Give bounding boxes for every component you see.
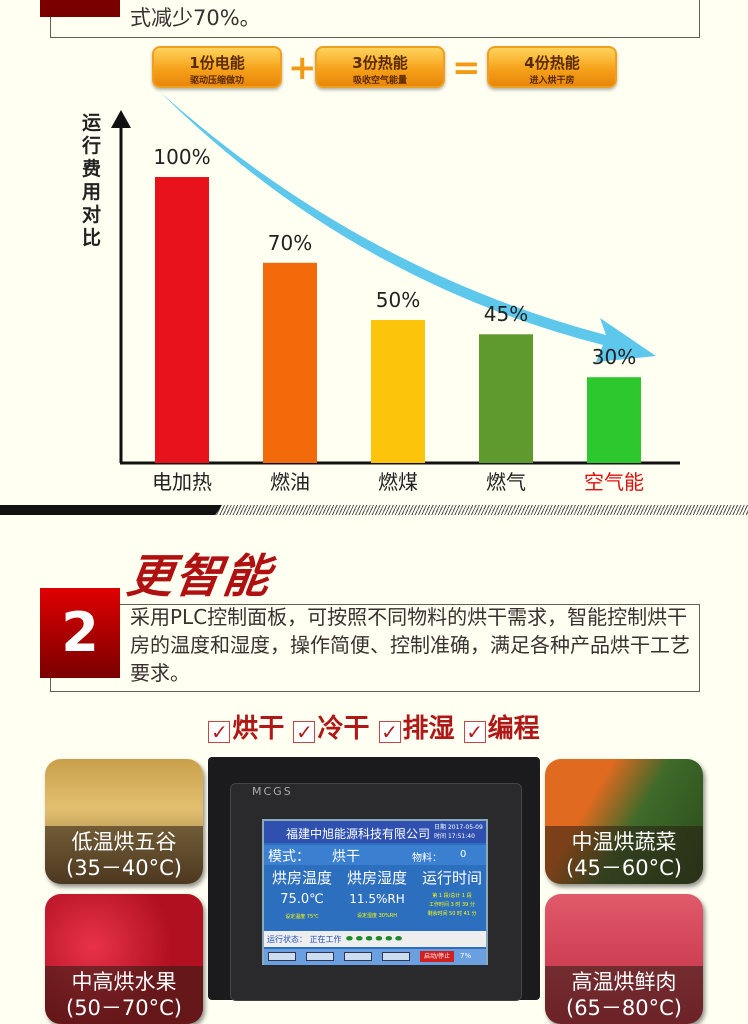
hmi-percent: 7% [460, 952, 472, 960]
category-label: 空气能 [584, 470, 644, 494]
check-icon: ✓ [378, 721, 401, 743]
intro-text: 式减少70%。 [130, 6, 261, 30]
bar-4 [587, 377, 641, 463]
chart-svg [111, 92, 680, 465]
section-divider [0, 505, 748, 515]
formula-sub: 吸收空气能量 [352, 76, 407, 86]
category-label: 电加热 [152, 470, 212, 494]
photo-meat: 高温烘鲜肉 (65－80°C) [545, 894, 703, 1024]
section-number-badge: 2 [40, 588, 120, 678]
hmi-temp: 烘房温度 75.0℃ 设定温度 75℃ [271, 869, 332, 920]
formula-electric: 1份电能驱动压缩做功 [152, 46, 282, 88]
check-icon: ✓ [293, 721, 316, 743]
bar-1 [263, 262, 317, 463]
bar-value-label: 70% [267, 230, 313, 255]
photo-label: 低温烘五谷 [71, 830, 177, 854]
photo-temp-range: (65－80°C) [566, 996, 682, 1020]
intro-number-badge [40, 0, 120, 17]
formula-sub: 进入烘干房 [529, 76, 575, 86]
photo-temp-range: (45－60°C) [566, 856, 682, 880]
intro-box [50, 0, 700, 38]
formula-title: 4份热能 [524, 54, 580, 72]
trend-arrow [160, 92, 656, 362]
formula-heat-output: 4份热能进入烘干房 [487, 46, 617, 88]
start-stop-button[interactable]: 启动/停止 [420, 951, 454, 962]
hmi-humidity: 烘房湿度 11.5%RH 设定湿度 30%RH [346, 869, 407, 919]
section2-description: 采用PLC控制面板，可按照不同物料的烘干需求，智能控制烘干房的温度和湿度，操作简… [130, 605, 690, 685]
photo-fruit: 中高烘水果 (50－70°C) [45, 894, 203, 1024]
photo-grains: 低温烘五谷 (35－40°C) [45, 759, 203, 884]
hmi-datetime: 日期 2017-05-09 时间 17:51:40 [434, 824, 483, 840]
bar-value-label: 45% [483, 302, 529, 327]
photo-label: 高温烘鲜肉 [571, 970, 677, 994]
brand-logo: MCGS [252, 785, 293, 798]
photo-temp-range: (50－70°C) [66, 996, 182, 1020]
hmi-button[interactable] [306, 952, 334, 961]
formula-title: 1份电能 [189, 54, 245, 72]
hmi-button[interactable] [344, 952, 372, 961]
formula-sub: 驱动压缩做功 [189, 76, 244, 86]
bar-value-label: 30% [591, 345, 637, 370]
bar-value-label: 50% [375, 288, 421, 312]
bar-value-label: 100% [153, 145, 211, 169]
photo-vegetables: 中温烘蔬菜 (45－60°C) [545, 759, 703, 884]
photo-label: 中高烘水果 [71, 970, 177, 994]
chart-y-label: 运行费用对比 [82, 112, 102, 249]
hmi-button[interactable] [268, 952, 296, 961]
check-icon: ✓ [208, 721, 231, 743]
photo-label: 中温烘蔬菜 [571, 830, 677, 854]
hmi-company: 福建中旭能源科技有限公司 [264, 821, 486, 843]
formula-title: 3份热能 [352, 54, 408, 72]
category-label: 燃油 [270, 470, 310, 494]
hmi-screen: 福建中旭能源科技有限公司 日期 2017-05-09 时间 17:51:40 模式… [262, 819, 488, 965]
hmi-status-row: 运行状态： 正在工作 ⬬⬬⬬⬬⬬⬬ [264, 931, 486, 947]
hmi-runtime: 运行时间第 1 段/总计 1 段工作时间 3 时 39 分剩余时间 50 时 4… [421, 869, 482, 917]
check-icon: ✓ [463, 721, 486, 743]
plus-sign: + [288, 48, 317, 88]
equals-sign: = [452, 48, 481, 88]
hmi-button[interactable] [382, 952, 410, 961]
feature-item: ✓ 排湿 [378, 714, 455, 744]
category-label: 燃气 [486, 470, 526, 494]
bar-3 [479, 334, 533, 463]
formula-heat-absorbed: 3份热能吸收空气能量 [315, 46, 445, 88]
feature-item: ✓ 烘干 [208, 714, 284, 744]
bar-2 [371, 320, 425, 463]
bar-0 [155, 177, 209, 463]
feature-item: ✓ 冷干 [293, 714, 369, 744]
category-label: 燃煤 [378, 470, 418, 494]
hmi-mode-row: 模式： 烘干 物料： 0 [264, 845, 486, 865]
feature-list: ✓ 烘干 ✓ 冷干 ✓ 排湿 ✓ 编程 [0, 708, 748, 745]
photo-temp-range: (35－40°C) [66, 856, 182, 880]
hmi-indicator-lights: ⬬⬬⬬⬬⬬⬬ [346, 934, 405, 943]
section-heading-calligraphy: 更智能 [123, 549, 276, 603]
feature-item: ✓ 编程 [463, 714, 540, 744]
y-axis-arrowhead [111, 110, 131, 128]
